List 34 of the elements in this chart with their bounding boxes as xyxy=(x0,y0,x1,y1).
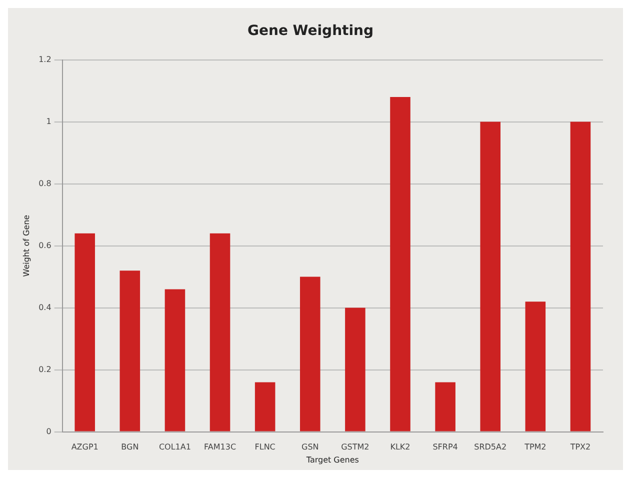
x-tick-label: GSN xyxy=(302,442,319,452)
y-tick-label: 0.2 xyxy=(38,364,52,374)
bar xyxy=(120,270,140,432)
bar xyxy=(345,308,366,432)
bar xyxy=(435,382,456,432)
chart-title: Gene Weighting xyxy=(247,23,374,40)
y-axis-title: Weight of Gene xyxy=(22,214,31,277)
bar xyxy=(74,233,95,432)
bar xyxy=(570,122,591,432)
y-tick-label: 0.4 xyxy=(38,302,52,312)
bar xyxy=(254,382,276,432)
x-tick-label: FLNC xyxy=(254,442,276,452)
x-tick-label: SFRP4 xyxy=(432,442,458,452)
x-tick-label: GSTM2 xyxy=(341,442,370,452)
x-tick-label: BGN xyxy=(121,442,139,452)
bar xyxy=(164,289,186,432)
bar xyxy=(390,97,410,432)
x-tick-label: COL1A1 xyxy=(158,442,191,452)
x-tick-label: KLK2 xyxy=(390,442,410,452)
x-tick-label: TPX2 xyxy=(569,442,591,452)
x-tick-label: TPM2 xyxy=(524,442,546,452)
bar xyxy=(480,122,500,432)
bar xyxy=(300,276,320,432)
bar xyxy=(525,302,546,432)
x-tick-label: SRD5A2 xyxy=(474,442,507,452)
y-tick-label: 0 xyxy=(46,426,52,436)
y-tick-label: 1.2 xyxy=(38,54,52,64)
y-tick-label: 0.8 xyxy=(38,178,52,188)
x-tick-label: FAM13C xyxy=(204,442,236,452)
y-tick-label: 1 xyxy=(46,116,52,126)
x-tick-label: AZGP1 xyxy=(71,442,98,452)
y-tick-label: 0.6 xyxy=(38,240,52,250)
x-axis-title: Target Genes xyxy=(305,455,359,464)
bar xyxy=(210,233,230,432)
